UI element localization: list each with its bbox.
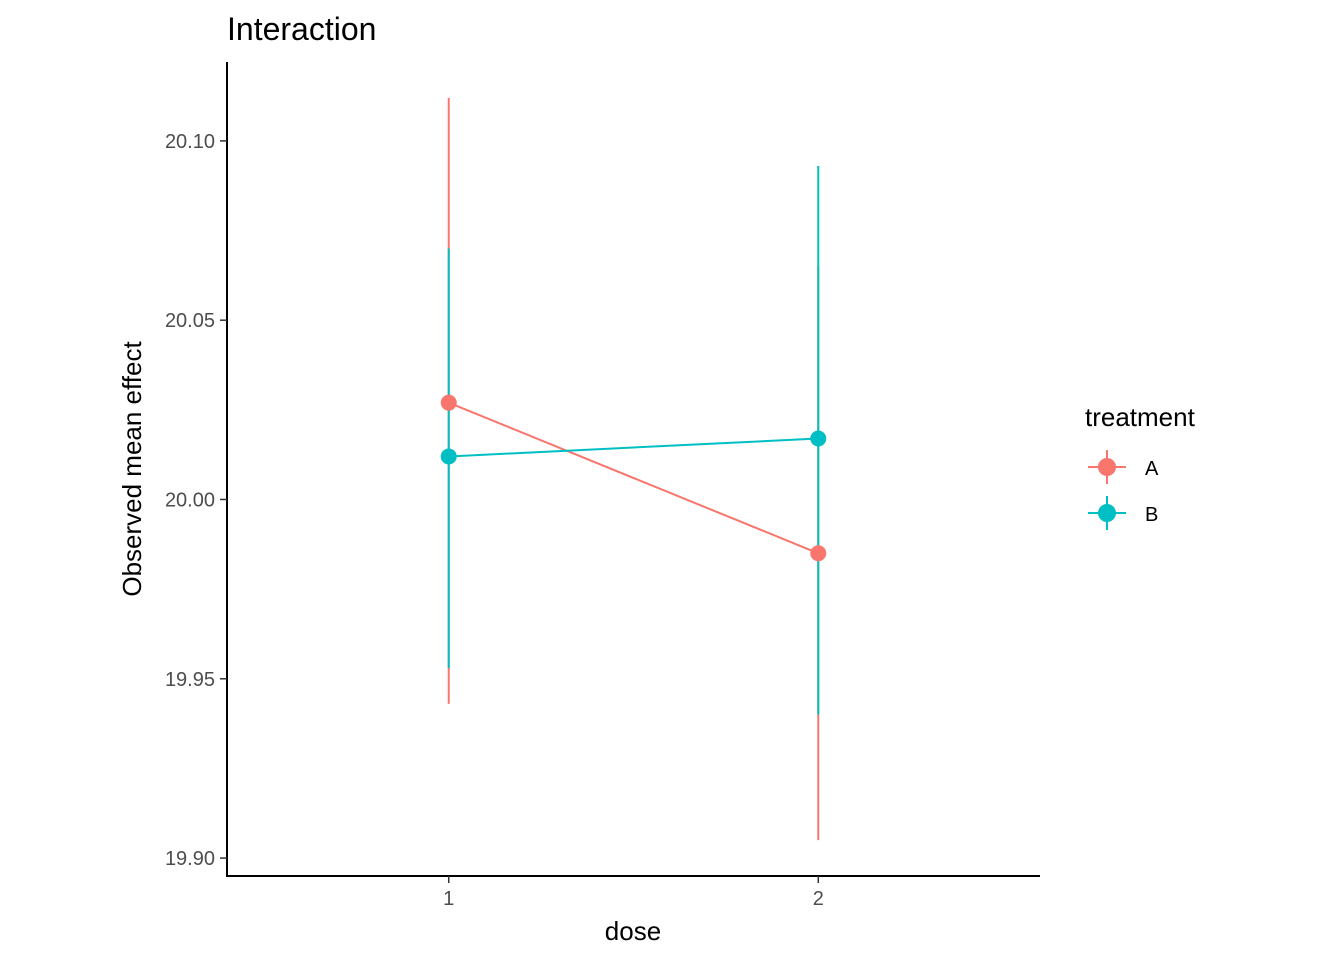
series-line-b xyxy=(448,437,819,458)
y-tick-label: 20.05 xyxy=(165,310,215,332)
data-point-b xyxy=(810,430,827,447)
legend-title: treatment xyxy=(1085,402,1196,432)
data-point-a xyxy=(810,545,827,562)
x-tick-label: 2 xyxy=(813,888,824,910)
y-tick-label: 19.90 xyxy=(165,848,215,870)
series-line-a xyxy=(448,401,819,555)
legend: treatment A B xyxy=(1085,402,1196,530)
data-point-b xyxy=(440,448,457,465)
legend-key-point-a xyxy=(1098,458,1116,476)
y-ticks: 19.90 19.95 20.00 20.05 20.10 xyxy=(165,131,227,870)
y-tick-label: 20.10 xyxy=(165,131,215,153)
legend-label-a: A xyxy=(1145,458,1159,480)
x-axis-title: dose xyxy=(605,916,661,946)
y-axis-title: Observed mean effect xyxy=(117,341,147,597)
data-point-a xyxy=(440,394,457,411)
chart-title: Interaction xyxy=(227,11,376,47)
y-tick-label: 19.95 xyxy=(165,669,215,691)
legend-key-point-b xyxy=(1098,504,1116,522)
x-tick-label: 1 xyxy=(443,888,454,910)
legend-label-b: B xyxy=(1145,504,1158,526)
plot-area xyxy=(440,97,827,841)
y-tick-label: 20.00 xyxy=(165,489,215,511)
